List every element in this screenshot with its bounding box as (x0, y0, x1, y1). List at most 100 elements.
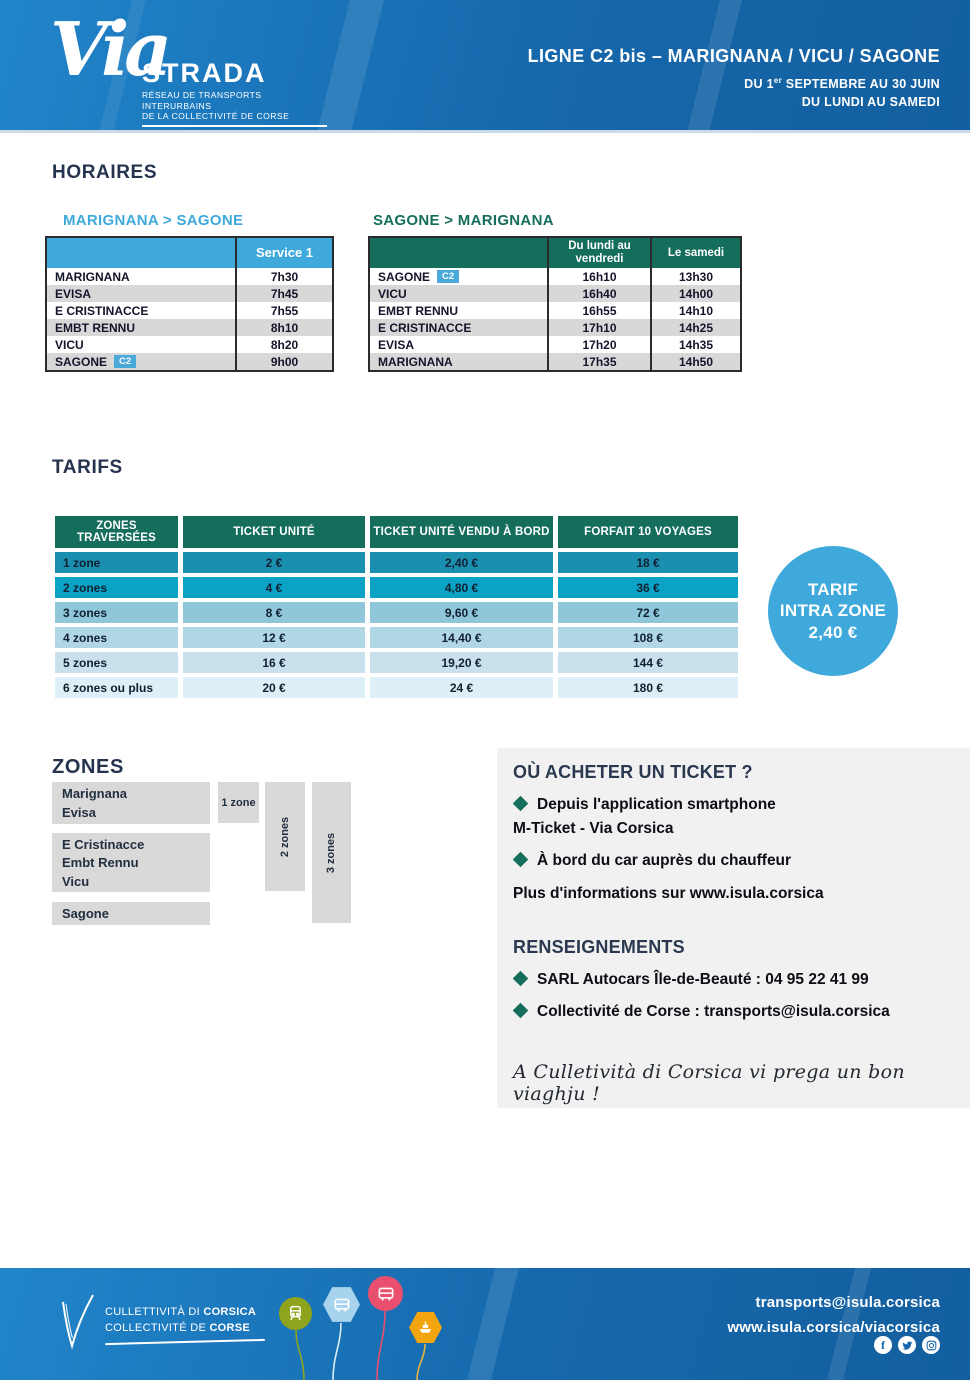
tarif-price-cell: 2,40 € (370, 552, 553, 573)
logo-tagline-line1: RÉSEAU DE TRANSPORTS INTERURBAINS (142, 90, 262, 111)
zone-count-text: 1 zone (221, 796, 256, 809)
tarif-price-cell: 2 € (183, 552, 365, 573)
period-suffix: SEPTEMBRE AU 30 JUIN (782, 77, 940, 92)
tarif-price-cell: 4,80 € (370, 577, 553, 598)
time-cell: 7h30 (235, 268, 332, 285)
buy-option-driver: À bord du car auprès du chauffeur (512, 850, 950, 872)
line-title: LIGNE C2 bis – MARIGNANA / VICU / SAGONE (527, 46, 940, 66)
contact-collectivity: Collectivité de Corse : transports@isula… (512, 1001, 950, 1023)
info-panel: OÙ ACHETER UN TICKET ? Depuis l'applicat… (497, 748, 970, 1108)
logo-name: STRADA (142, 58, 267, 88)
tarif-zone-cell: 3 zones (55, 602, 178, 623)
saturday-time-cell: 14h25 (650, 319, 740, 336)
buy-option-app-line1: Depuis l'application smartphone (537, 796, 776, 813)
tarif-price-cell: 14,40 € (370, 627, 553, 648)
stop-name: E CRISTINACCE (378, 320, 472, 335)
service1-column-header: Service 1 (235, 238, 332, 268)
tarifs-heading: TARIFS (52, 457, 123, 478)
tarif-price-cell: 108 € (558, 627, 738, 648)
table-row: EMBT RENNU 8h10 (47, 319, 332, 336)
buy-ticket-heading: OÙ ACHETER UN TICKET ? (513, 762, 753, 782)
contact-collectivity-text[interactable]: Collectivité de Corse : transports@isula… (537, 1003, 890, 1021)
table-row: VICU 8h20 (47, 336, 332, 353)
inbound-table-header: Du lundi au vendredi Le samedi (370, 238, 740, 268)
saturday-time-cell: 13h30 (650, 268, 740, 285)
tarif-column-header: TICKET UNITÉ VENDU À BORD (370, 516, 553, 548)
weekday-time-cell: 16h10 (547, 268, 650, 285)
footer-website[interactable]: www.isula.corsica/viacorsica (727, 1319, 940, 1336)
tarif-zone-cell: 4 zones (55, 627, 178, 648)
tarif-column-header: TICKET UNITÉ (183, 516, 365, 548)
time-cell: 8h20 (235, 336, 332, 353)
zone-count-text: 3 zones (325, 832, 338, 873)
buy-option-app: Depuis l'application smartphone (512, 794, 950, 816)
tarif-price-cell: 72 € (558, 602, 738, 623)
social-icons: f (874, 1336, 940, 1354)
time-cell: 7h45 (235, 285, 332, 302)
tarif-price-cell: 4 € (183, 577, 365, 598)
weekday-time-cell: 17h10 (547, 319, 650, 336)
stop-column-header (47, 238, 235, 268)
ferry-icon (409, 1311, 442, 1344)
zone-count-label: 3 zones (312, 782, 351, 923)
coach-icon (368, 1276, 403, 1311)
saturday-time-cell: 14h00 (650, 285, 740, 302)
service-period: DU 1er SEPTEMBRE AU 30 JUIN (528, 76, 940, 91)
time-cell: 9h00 (235, 353, 332, 370)
inbound-caption: SAGONE > MARIGNANA (373, 212, 554, 229)
intra-zone-line1: TARIF (807, 580, 859, 600)
stop-name: EVISA (378, 337, 415, 352)
table-row: MARIGNANA 7h30 (47, 268, 332, 285)
logo-tagline-line2: DE LA COLLECTIVITÉ DE CORSE (142, 111, 290, 122)
stop-name: VICU (55, 337, 84, 352)
time-cell: 7h55 (235, 302, 332, 319)
stop-name: E CRISTINACCE (55, 303, 149, 318)
outbound-rows: MARIGNANA 7h30 EVISA 7h45 E CRISTINACCE 7h55 E… (47, 268, 332, 370)
viastrada-logo: Via STRADA RÉSEAU DE TRANSPORTS INTERURB… (50, 2, 327, 128)
zone-stop-group: Sagone (52, 902, 210, 925)
buy-option-app-line2: M-Ticket - Via Corsica (513, 819, 674, 837)
more-info-text[interactable]: Plus d'informations sur www.isula.corsic… (513, 885, 824, 903)
outbound-timetable: Service 1 MARIGNANA 7h30 EVISA 7h45 E CRISTI… (45, 236, 334, 372)
tarif-column-header: FORFAIT 10 VOYAGES (558, 516, 738, 548)
corsican-slogan: A Culletività di Corsica vi prega un bon… (513, 1061, 905, 1106)
tarif-price-cell: 9,60 € (370, 602, 553, 623)
intra-zone-badge: TARIF INTRA ZONE 2,40 € (768, 546, 898, 676)
zone-stop-group: Marignana Evisa (52, 782, 210, 824)
weekday-time-cell: 17h35 (547, 353, 650, 370)
line-badge: C2 (114, 354, 137, 369)
twitter-icon[interactable] (898, 1336, 916, 1354)
stop-name: SAGONE C2 (370, 268, 547, 285)
tarif-price-cell: 20 € (183, 677, 365, 698)
table-row: VICU 16h40 14h00 (370, 285, 740, 302)
tarif-price-cell: 144 € (558, 652, 738, 673)
tarifs-table: ZONES TRAVERSÉES TICKET UNITÉ TICKET UNITÉ… (55, 516, 738, 698)
horaires-heading: HORAIRES (52, 162, 158, 183)
logo-script-text: Via (50, 7, 172, 93)
tarif-price-cell: 16 € (183, 652, 365, 673)
tarif-price-cell: 180 € (558, 677, 738, 698)
tarif-price-cell: 36 € (558, 577, 738, 598)
zone-stop-name: Sagone (62, 906, 109, 921)
buy-option-driver-text: À bord du car auprès du chauffeur (537, 852, 792, 870)
zone-stop-name: Marignana (62, 786, 128, 801)
saturday-time-cell: 14h50 (650, 353, 740, 370)
zone-stop-name: E Cristinacce (62, 836, 145, 852)
period-superscript: er (773, 76, 783, 85)
footer-email[interactable]: transports@isula.corsica (755, 1294, 940, 1311)
table-row: EMBT RENNU 16h55 14h10 (370, 302, 740, 319)
facebook-icon[interactable]: f (874, 1336, 892, 1354)
weekday-time-cell: 16h55 (547, 302, 650, 319)
tarif-price-cell: 18 € (558, 552, 738, 573)
service-days: DU LUNDI AU SAMEDI (801, 95, 940, 110)
period-prefix: DU 1 (744, 77, 774, 92)
diamond-bullet-icon (512, 795, 529, 812)
diamond-bullet-icon (512, 970, 529, 987)
outbound-caption: MARIGNANA > SAGONE (63, 212, 244, 229)
instagram-icon[interactable] (922, 1336, 940, 1354)
table-row: EVISA 7h45 (47, 285, 332, 302)
footer-band: CULLETTIVITÀ DI CORSICA COLLECTIVITÉ DE … (0, 1268, 970, 1380)
stop-name: SAGONE C2 (47, 353, 235, 370)
table-row: E CRISTINACCE 7h55 (47, 302, 332, 319)
